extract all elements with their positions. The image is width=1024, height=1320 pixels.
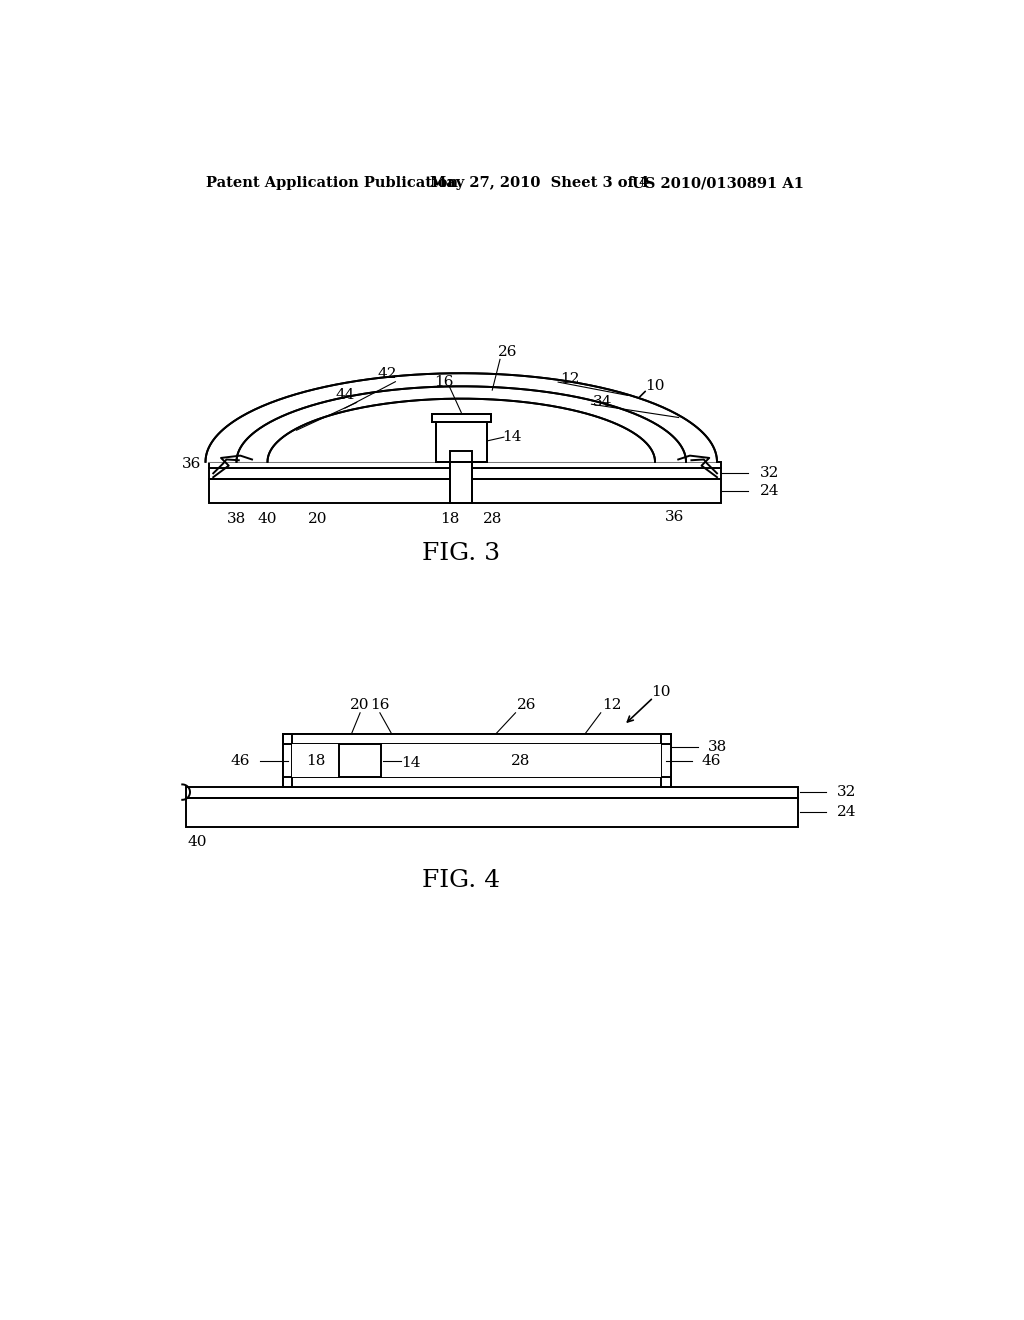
Bar	[339, 743, 381, 777]
Bar	[432, 414, 492, 422]
Bar	[283, 734, 292, 787]
Bar	[209, 469, 721, 479]
Text: 14: 14	[401, 756, 421, 770]
Text: 44: 44	[335, 388, 354, 401]
Bar	[451, 451, 472, 503]
Text: May 27, 2010  Sheet 3 of 4: May 27, 2010 Sheet 3 of 4	[430, 176, 649, 190]
Bar	[209, 479, 721, 503]
Text: Patent Application Publication: Patent Application Publication	[206, 176, 458, 190]
Text: 10: 10	[651, 685, 671, 700]
Bar	[436, 420, 486, 462]
Text: 16: 16	[370, 698, 389, 711]
Bar	[283, 734, 671, 743]
Text: 24: 24	[838, 805, 857, 820]
Text: 28: 28	[482, 512, 502, 525]
Text: 26: 26	[498, 345, 517, 359]
Text: 36: 36	[182, 457, 202, 471]
Bar	[292, 743, 662, 777]
Text: 46: 46	[231, 754, 251, 767]
Bar	[186, 787, 799, 797]
Text: 28: 28	[511, 754, 530, 767]
Text: 32: 32	[838, 785, 856, 799]
Bar	[186, 787, 799, 797]
Bar	[209, 479, 721, 503]
Text: FIG. 3: FIG. 3	[422, 543, 501, 565]
Bar	[451, 451, 472, 503]
Text: 40: 40	[258, 512, 278, 525]
Text: 34: 34	[593, 395, 612, 409]
Bar	[283, 734, 292, 787]
Bar	[436, 420, 486, 462]
Text: FIG. 4: FIG. 4	[422, 869, 501, 892]
Bar	[186, 797, 799, 826]
Bar	[283, 777, 671, 787]
Text: 46: 46	[701, 754, 721, 767]
Text: 38: 38	[227, 512, 246, 525]
Bar	[283, 734, 671, 743]
Bar	[186, 797, 799, 826]
Bar	[339, 743, 381, 777]
Bar	[283, 734, 671, 787]
Text: 26: 26	[517, 698, 537, 711]
Bar	[432, 414, 492, 422]
Bar	[662, 734, 671, 787]
Bar	[432, 414, 492, 422]
Text: 42: 42	[378, 367, 397, 381]
Bar	[283, 777, 671, 787]
Text: 20: 20	[350, 698, 370, 711]
Bar	[451, 451, 472, 503]
Text: 40: 40	[188, 836, 208, 849]
Text: 18: 18	[440, 512, 460, 525]
Text: 16: 16	[434, 375, 454, 388]
Bar	[209, 462, 721, 469]
Bar	[209, 469, 721, 479]
Text: 38: 38	[708, 741, 727, 755]
Text: 36: 36	[665, 511, 684, 524]
Bar	[432, 414, 492, 422]
Text: 24: 24	[760, 484, 779, 498]
Bar	[436, 420, 486, 462]
Text: 10: 10	[645, 379, 665, 392]
Bar	[662, 734, 671, 787]
Text: 14: 14	[502, 430, 521, 444]
Polygon shape	[206, 374, 717, 462]
Text: 12: 12	[603, 698, 623, 711]
Text: 32: 32	[760, 466, 779, 480]
Bar	[451, 451, 472, 503]
Text: 20: 20	[308, 512, 328, 525]
Text: 18: 18	[306, 754, 326, 767]
Text: 12: 12	[560, 372, 580, 387]
Bar	[436, 420, 486, 462]
Text: US 2010/0130891 A1: US 2010/0130891 A1	[632, 176, 804, 190]
